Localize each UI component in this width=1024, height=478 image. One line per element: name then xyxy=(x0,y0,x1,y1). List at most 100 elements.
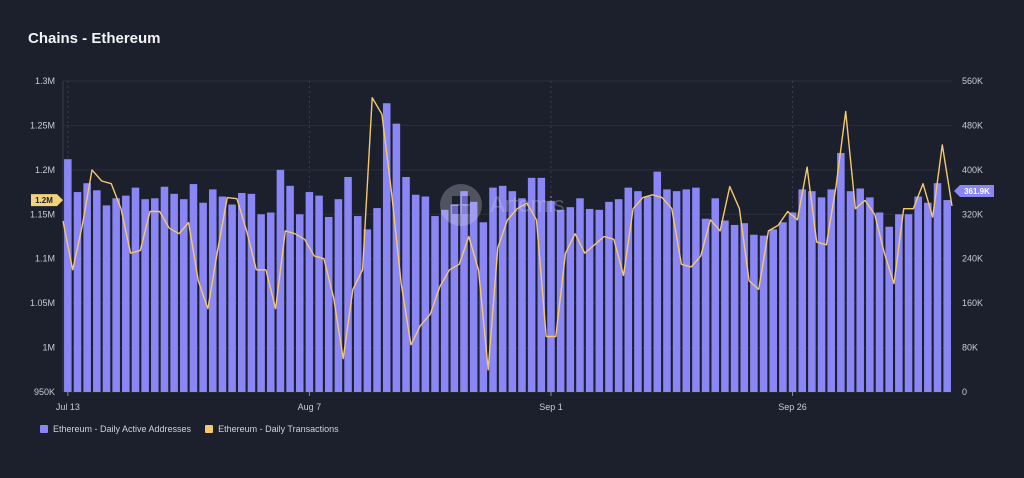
legend-item-active-addresses[interactable]: Ethereum - Daily Active Addresses xyxy=(40,424,191,434)
bar-active-addresses xyxy=(769,229,778,392)
bar-active-addresses xyxy=(305,192,314,392)
last-value-right-label: 361.9K xyxy=(964,187,990,196)
left-tick-label: 950K xyxy=(34,387,55,397)
bar-active-addresses xyxy=(817,197,826,392)
left-tick-label: 1.3M xyxy=(35,76,55,86)
bar-active-addresses xyxy=(672,191,681,392)
bar-active-addresses xyxy=(83,183,91,392)
bar-active-addresses xyxy=(498,185,507,392)
bar-active-addresses xyxy=(392,123,401,392)
bar-active-addresses xyxy=(527,177,536,392)
left-tick-label: 1.1M xyxy=(35,254,55,264)
bar-active-addresses xyxy=(411,194,420,392)
bar-active-addresses xyxy=(943,200,951,392)
chart-title: Chains - Ethereum xyxy=(28,30,161,47)
x-tick-label: Sep 1 xyxy=(539,402,563,412)
bar-active-addresses xyxy=(363,229,372,392)
bar-active-addresses xyxy=(64,159,72,392)
bar-active-addresses xyxy=(151,198,159,392)
last-value-left-label: 1.2M xyxy=(35,196,53,205)
bar-active-addresses xyxy=(334,199,343,392)
bar-active-addresses xyxy=(112,198,120,392)
bar-active-addresses xyxy=(460,191,468,392)
bar-active-addresses xyxy=(643,196,652,392)
bar-active-addresses xyxy=(266,212,275,392)
watermark: Artemis xyxy=(440,184,565,226)
legend-item-daily-transactions[interactable]: Ethereum - Daily Transactions xyxy=(205,424,339,434)
legend-label-active-addresses: Ethereum - Daily Active Addresses xyxy=(53,424,192,434)
bar-active-addresses xyxy=(933,183,942,392)
right-tick-label: 560K xyxy=(962,76,983,86)
bar-active-addresses xyxy=(102,205,111,392)
bar-active-addresses xyxy=(875,212,884,392)
right-tick-label: 160K xyxy=(962,298,983,308)
bar-active-addresses xyxy=(827,189,835,392)
bar-active-addresses xyxy=(450,204,459,392)
bar-active-addresses xyxy=(247,193,256,392)
bar-active-addresses xyxy=(209,189,217,392)
left-tick-label: 1.05M xyxy=(30,298,55,308)
bar-active-addresses xyxy=(508,191,517,392)
bar-active-addresses xyxy=(614,199,623,392)
bar-active-addresses xyxy=(721,220,729,392)
bar-active-addresses xyxy=(566,207,575,392)
bar-active-addresses xyxy=(93,190,101,392)
bar-active-addresses xyxy=(218,196,227,392)
watermark-text: Artemis xyxy=(490,192,565,217)
line-layer xyxy=(62,97,953,371)
bar-active-addresses xyxy=(324,216,333,392)
bar-active-addresses xyxy=(547,200,555,392)
x-tick-label: Sep 26 xyxy=(778,402,807,412)
left-tick-label: 1M xyxy=(42,343,55,353)
bar-active-addresses xyxy=(779,222,787,392)
bar-active-addresses xyxy=(421,196,430,392)
bar-active-addresses xyxy=(904,214,913,392)
bar-active-addresses xyxy=(160,186,169,392)
bar-active-addresses xyxy=(402,176,410,392)
bar-active-addresses xyxy=(924,202,932,392)
bar-active-addresses xyxy=(228,204,236,392)
bar-active-addresses xyxy=(295,214,304,392)
right-tick-label: 320K xyxy=(962,209,983,219)
right-tick-label: 400K xyxy=(962,165,983,175)
bar-active-addresses xyxy=(914,196,922,392)
last-value-left-bg xyxy=(31,194,63,207)
bar-active-addresses xyxy=(73,192,82,392)
bar-active-addresses xyxy=(131,187,140,392)
bar-active-addresses xyxy=(837,152,845,392)
bar-active-addresses xyxy=(856,188,864,392)
bar-active-addresses xyxy=(257,214,265,392)
legend: Ethereum - Daily Active Addresses Ethere… xyxy=(40,424,339,434)
line-daily-transactions xyxy=(62,97,953,371)
right-tick-label: 0 xyxy=(962,387,967,397)
bar-active-addresses xyxy=(846,191,855,392)
bar-active-addresses xyxy=(682,189,691,392)
bar-active-addresses xyxy=(440,209,449,392)
bar-active-addresses xyxy=(141,199,149,392)
artemis-logo-icon xyxy=(440,184,482,226)
bar-active-addresses xyxy=(634,191,642,392)
bars-layer xyxy=(64,103,951,392)
x-tick-label: Jul 13 xyxy=(56,402,80,412)
bar-active-addresses xyxy=(170,193,178,392)
bar-active-addresses xyxy=(701,218,710,392)
bar-active-addresses xyxy=(344,176,352,392)
bar-active-addresses xyxy=(759,235,768,392)
bar-active-addresses xyxy=(605,201,613,392)
bar-active-addresses xyxy=(479,222,488,392)
legend-swatch-bar xyxy=(40,425,48,433)
bar-active-addresses xyxy=(431,216,439,392)
bar-active-addresses xyxy=(895,214,903,392)
bar-active-addresses xyxy=(518,198,526,392)
bar-active-addresses xyxy=(740,223,749,392)
bar-active-addresses xyxy=(653,171,662,392)
bar-active-addresses xyxy=(469,201,478,392)
bar-active-addresses xyxy=(353,216,362,392)
last-value-right-bg xyxy=(954,185,994,198)
bar-active-addresses xyxy=(692,187,700,392)
bar-active-addresses xyxy=(663,189,671,392)
last-value-left: 1.2M xyxy=(31,194,63,207)
bar-active-addresses xyxy=(286,185,294,392)
bar-active-addresses xyxy=(382,103,391,392)
